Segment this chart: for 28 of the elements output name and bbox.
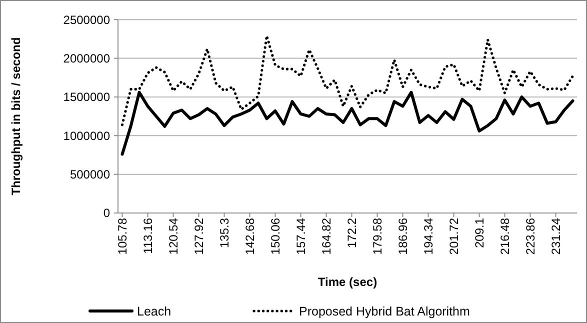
x-tick-label: 164.82 bbox=[319, 218, 334, 255]
x-tick-label: 194.34 bbox=[421, 218, 436, 255]
x-tick-label: 209.1 bbox=[472, 218, 486, 248]
x-axis-title: Time (sec) bbox=[318, 275, 378, 289]
y-tick-label: 2000000 bbox=[63, 51, 110, 66]
x-tick-label: 186.96 bbox=[396, 218, 410, 255]
x-tick-label: 216.48 bbox=[498, 218, 512, 255]
x-tick-label: 223.86 bbox=[523, 218, 538, 255]
legend-label: Leach bbox=[137, 304, 172, 318]
x-tick-label: 142.68 bbox=[242, 218, 257, 255]
x-tick-label: 127.92 bbox=[192, 218, 206, 255]
y-tick-label: 1500000 bbox=[63, 90, 110, 104]
y-tick-label: 1000000 bbox=[63, 128, 110, 143]
y-tick-label: 2500000 bbox=[63, 12, 110, 27]
x-tick-label: 179.58 bbox=[370, 218, 384, 255]
legend-label: Proposed Hybrid Bat Algorithm bbox=[299, 304, 470, 318]
x-tick-label: 150.06 bbox=[268, 218, 282, 255]
x-tick-label: 172.2 bbox=[344, 218, 359, 248]
y-axis-title: Throughput in bits / second bbox=[9, 37, 24, 196]
x-tick-label: 231.24 bbox=[548, 218, 563, 255]
x-tick-label: 135.3 bbox=[217, 218, 232, 248]
x-tick-label: 113.16 bbox=[140, 218, 155, 254]
x-tick-label: 105.78 bbox=[115, 218, 130, 255]
x-tick-label: 201.72 bbox=[446, 218, 461, 255]
y-tick-label: 500000 bbox=[70, 168, 110, 182]
x-tick-label: 157.44 bbox=[294, 218, 308, 255]
y-tick-label: 0 bbox=[103, 206, 110, 220]
x-tick-label: 120.54 bbox=[166, 218, 180, 255]
